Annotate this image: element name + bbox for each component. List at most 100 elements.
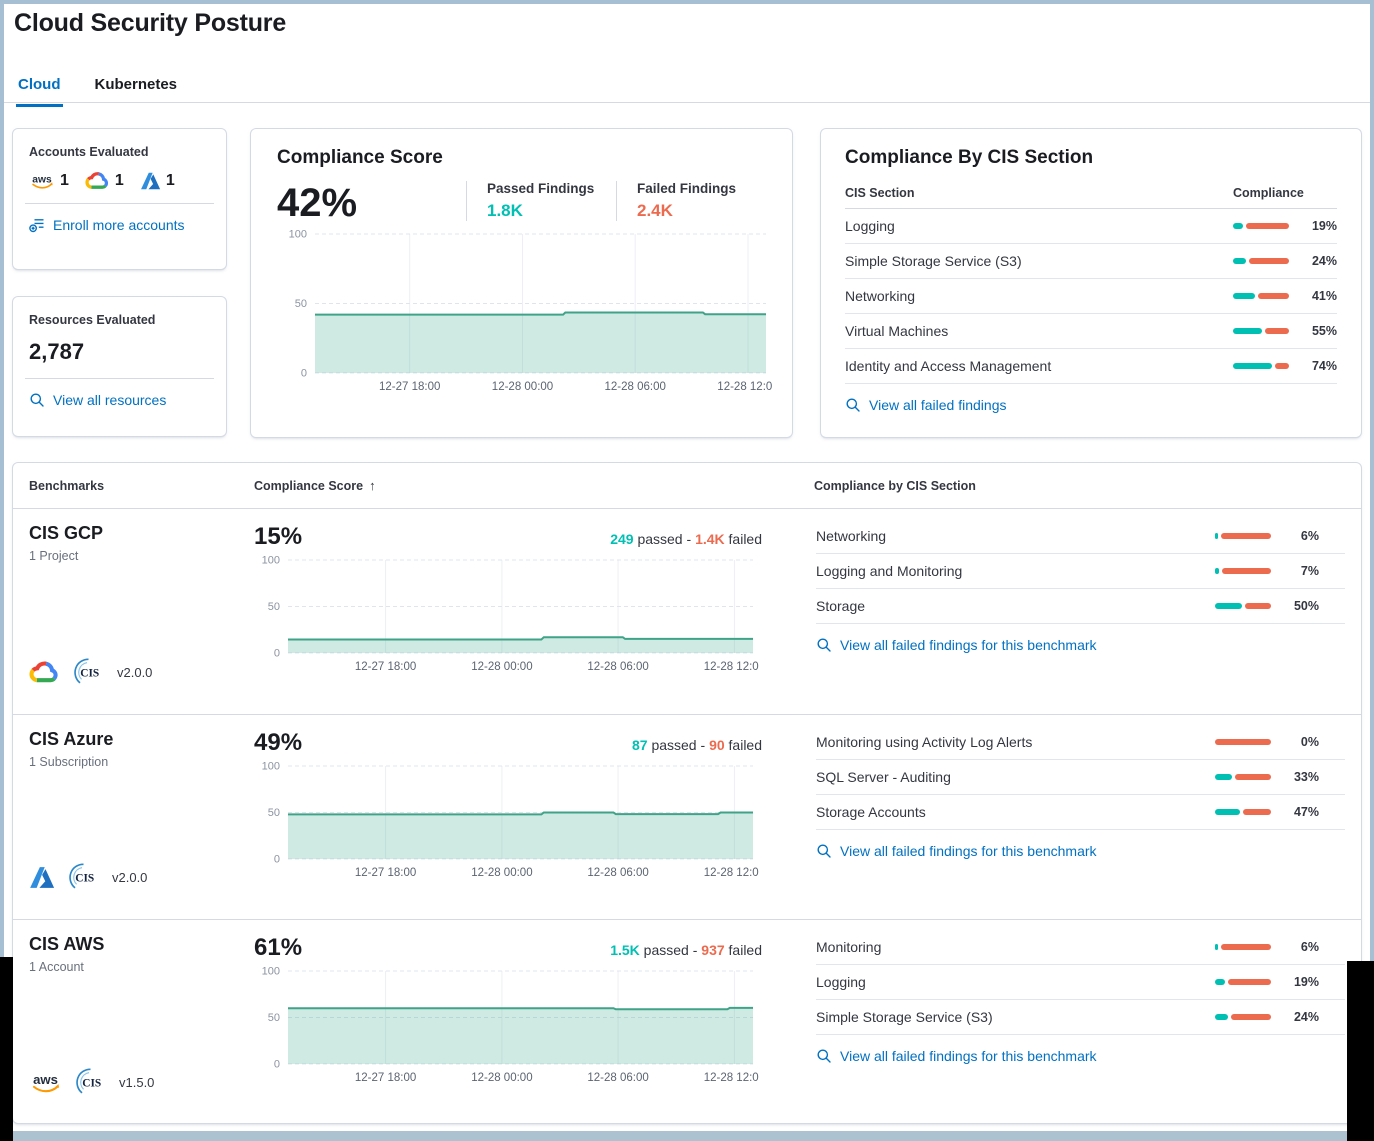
benchmark-score: 61%: [254, 934, 303, 961]
svg-text:12-28 12:00: 12-28 12:00: [704, 661, 759, 673]
compliance-bar: [1215, 979, 1271, 985]
svg-text:12-28 00:00: 12-28 00:00: [471, 1072, 532, 1084]
cis-section-name: Storage: [816, 598, 866, 614]
view-all-resources-link[interactable]: View all resources: [29, 392, 210, 408]
azure-account-count: 1: [140, 172, 175, 190]
benchmark-score: 15%: [254, 523, 303, 550]
benchmark-logos: aws CIS v1.5.0: [29, 1067, 154, 1098]
svg-text:12-28 00:00: 12-28 00:00: [471, 661, 532, 673]
compliance-percent: 19%: [1293, 975, 1319, 989]
tab-kubernetes[interactable]: Kubernetes: [94, 76, 178, 93]
magnifier-icon: [816, 843, 832, 859]
benchmarks-panel: Benchmarks Compliance Score ↑ Compliance…: [12, 462, 1362, 1124]
failed-findings-label: Failed Findings: [637, 181, 737, 196]
cis-section-row: Virtual Machines 55%: [845, 314, 1337, 349]
svg-text:12-27 18:00: 12-27 18:00: [355, 1072, 416, 1084]
compliance-percent: 74%: [1311, 359, 1337, 373]
cis-section-name: Simple Storage Service (S3): [816, 1009, 993, 1025]
compliance-trend-chart: 0 50 100 12-27 18:00 12-28 00:00 12-28 06:00 1…: [254, 553, 814, 682]
enroll-more-accounts-link[interactable]: Enroll more accounts: [29, 217, 210, 233]
svg-text:100: 100: [262, 555, 280, 567]
svg-text:12-28 06:00: 12-28 06:00: [587, 1072, 648, 1084]
benchmark-logos: CIS v2.0.0: [29, 657, 152, 688]
compliance-trend-chart: 0 50 100 12-27 18:00 12-28 00:00 12-28 06:00 1…: [254, 964, 814, 1093]
compliance-percent: 47%: [1293, 805, 1319, 819]
compliance-trend-chart: 0 50 100 12-27 18:00 12-28 00:00 12-28 06:00 1…: [254, 759, 814, 888]
passed-findings-value: 1.8K: [487, 201, 523, 220]
svg-text:100: 100: [262, 966, 280, 978]
compliance-bar: [1233, 328, 1289, 334]
passed-findings-label: Passed Findings: [487, 181, 595, 196]
cis-logo-icon: CIS: [75, 1067, 106, 1098]
magnifier-icon: [845, 397, 861, 413]
enroll-more-accounts-label: Enroll more accounts: [53, 217, 185, 233]
cis-section-row: Logging 19%: [845, 209, 1337, 244]
enroll-accounts-icon: [29, 217, 45, 233]
compliance-bar: [1233, 293, 1289, 299]
view-all-resources-label: View all resources: [53, 392, 167, 408]
magnifier-icon: [816, 637, 832, 653]
cis-section-row: Identity and Access Management 74%: [845, 349, 1337, 384]
view-failed-findings-benchmark-label: View all failed findings for this benchm…: [840, 843, 1097, 859]
cis-logo-icon: CIS: [73, 657, 104, 688]
svg-text:50: 50: [268, 807, 280, 819]
accounts-evaluated-card: Accounts Evaluated aws 1 1 1 Enroll more…: [12, 128, 227, 270]
benchmark-passed-failed: 1.5K passed - 937 failed: [610, 942, 762, 958]
view-failed-findings-benchmark-link[interactable]: View all failed findings for this benchm…: [816, 637, 1345, 653]
svg-text:12-28 12:00: 12-28 12:00: [704, 867, 759, 879]
compliance-by-cis-section-card: Compliance By CIS Section CIS Section Co…: [820, 128, 1362, 438]
benchmark-row: CIS AWS 1 Account aws CIS v1.5.0 61% 1.5…: [13, 919, 1361, 1124]
compliance-score-value: 42%: [277, 181, 358, 225]
resources-evaluated-title: Resources Evaluated: [29, 313, 156, 327]
cis-section-row: Monitoring 6%: [816, 930, 1345, 965]
compliance-bar: [1233, 258, 1289, 264]
svg-text:12-27 18:00: 12-27 18:00: [355, 661, 416, 673]
svg-text:12-28 06:00: 12-28 06:00: [587, 867, 648, 879]
compliance-bar: [1215, 944, 1271, 950]
cis-section-name: Logging and Monitoring: [816, 563, 963, 579]
compliance-bar: [1215, 739, 1271, 745]
view-failed-findings-benchmark-link[interactable]: View all failed findings for this benchm…: [816, 1048, 1345, 1064]
benchmarks-column-header: Benchmarks: [29, 478, 105, 493]
cis-table-header: CIS Section Compliance: [845, 177, 1337, 209]
cis-section-name: Virtual Machines: [845, 323, 949, 339]
compliance-bar: [1215, 533, 1271, 539]
page-title: Cloud Security Posture: [14, 9, 287, 37]
compliance-percent: 19%: [1311, 219, 1337, 233]
compliance-percent: 50%: [1293, 599, 1319, 613]
cis-logo-icon: CIS: [68, 862, 99, 893]
svg-text:12-27 18:00: 12-27 18:00: [379, 381, 440, 393]
view-all-failed-findings-link[interactable]: View all failed findings: [845, 397, 1337, 413]
view-failed-findings-benchmark-link[interactable]: View all failed findings for this benchm…: [816, 843, 1345, 859]
compliance-percent: 0%: [1300, 735, 1319, 749]
cis-section-row: Networking 6%: [816, 519, 1345, 554]
compliance-bar: [1215, 568, 1271, 574]
compliance-score-column-header[interactable]: Compliance Score ↑: [254, 478, 814, 493]
svg-text:12-28 00:00: 12-28 00:00: [471, 867, 532, 879]
cis-section-column-header: CIS Section: [845, 185, 915, 200]
cis-section-row: Storage Accounts 47%: [816, 795, 1345, 830]
cis-section-row: Simple Storage Service (S3) 24%: [845, 244, 1337, 279]
benchmark-scope: 1 Subscription: [29, 755, 109, 769]
svg-text:50: 50: [295, 298, 307, 310]
benchmark-logos: CIS v2.0.0: [29, 862, 147, 893]
compliance-percent: 24%: [1293, 1010, 1319, 1024]
gcp-logo-icon: [85, 172, 110, 190]
tab-cloud[interactable]: Cloud: [16, 70, 63, 107]
failed-findings-value: 2.4K: [637, 201, 673, 220]
benchmark-name: CIS Azure: [29, 729, 114, 749]
benchmark-score: 49%: [254, 729, 303, 756]
benchmark-version: v2.0.0: [112, 870, 148, 885]
compliance-percent: 55%: [1311, 324, 1337, 338]
view-failed-findings-benchmark-label: View all failed findings for this benchm…: [840, 1048, 1097, 1064]
compliance-trend-chart: 0 50 100 12-27 18:00 12-28 00:00 12-28 06:00 1…: [277, 227, 779, 402]
compliance-percent: 24%: [1311, 254, 1337, 268]
cis-section-name: Networking: [816, 528, 887, 544]
svg-text:0: 0: [274, 854, 280, 866]
aws-logo-icon: aws: [29, 172, 55, 190]
view-failed-findings-benchmark-label: View all failed findings for this benchm…: [840, 637, 1097, 653]
svg-text:100: 100: [262, 761, 280, 773]
sort-ascending-icon: ↑: [369, 478, 376, 493]
svg-text:0: 0: [274, 1059, 280, 1071]
cis-section-name: Identity and Access Management: [845, 358, 1052, 374]
